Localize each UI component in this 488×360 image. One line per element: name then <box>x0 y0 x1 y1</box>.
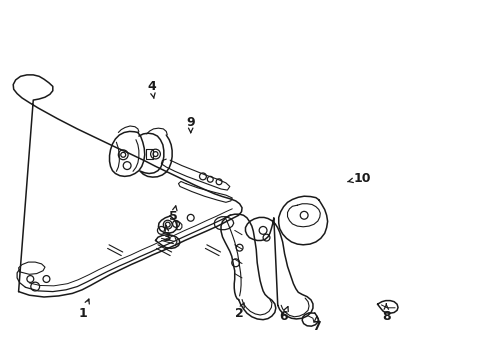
Text: 3: 3 <box>162 225 170 244</box>
Text: 1: 1 <box>79 299 89 320</box>
Text: 9: 9 <box>186 116 195 132</box>
Text: 6: 6 <box>279 307 288 323</box>
Text: 5: 5 <box>169 206 178 222</box>
Text: 2: 2 <box>235 303 244 320</box>
Text: 7: 7 <box>312 316 321 333</box>
Text: 8: 8 <box>381 304 390 323</box>
Text: 10: 10 <box>347 172 370 185</box>
Text: 4: 4 <box>147 80 156 99</box>
